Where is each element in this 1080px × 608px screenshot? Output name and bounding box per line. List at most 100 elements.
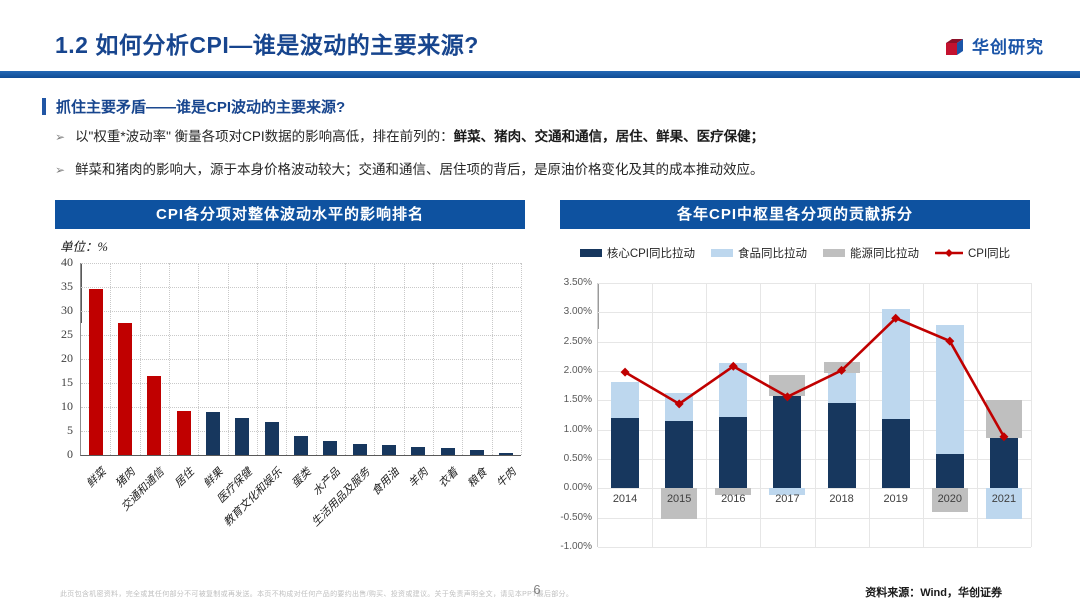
x-axis-tick	[81, 279, 82, 283]
left-chart-unit-label: 单位：%	[60, 240, 108, 254]
x-axis-tick	[598, 284, 599, 289]
grid-line	[814, 283, 816, 547]
legend-label: 食品同比拉动	[738, 248, 807, 260]
x-category-label: 2014	[612, 493, 638, 506]
grid-line	[598, 400, 1031, 402]
bar	[118, 323, 132, 455]
bar	[235, 417, 250, 455]
grid-line	[868, 283, 870, 547]
bar	[206, 411, 220, 455]
x-category-label-text: 羊肉	[406, 465, 431, 491]
grid-line	[760, 283, 762, 547]
x-category-label: 2021	[991, 493, 1017, 506]
x-axis-tick	[81, 267, 82, 271]
stack-segment-2	[931, 488, 968, 513]
stack-segment-1	[935, 325, 964, 455]
y-tick-label: 0.00%	[563, 482, 592, 494]
grid-line	[598, 429, 1031, 431]
x-axis-tick	[81, 283, 82, 287]
bar	[147, 375, 162, 455]
data-source-text: 资料来源：Wind，华创证券	[865, 587, 1002, 599]
x-axis-tick	[81, 287, 82, 291]
grid-line	[169, 263, 170, 455]
x-axis-tick	[81, 303, 82, 307]
x-axis-tick	[598, 289, 599, 294]
x-axis-tick	[598, 294, 599, 299]
x-axis-tick	[598, 314, 599, 319]
grid-line	[652, 283, 654, 547]
bar	[264, 421, 279, 455]
section-heading: 抓住主要矛盾——谁是CPI波动的主要来源?	[42, 96, 345, 117]
section-heading-text: 抓住主要矛盾——谁是CPI波动的主要来源?	[56, 99, 346, 116]
x-category-label: 居住	[0, 463, 197, 490]
x-category-label: 2018	[829, 493, 854, 506]
x-category-label: 衣着	[250, 463, 461, 490]
stack-segment-1	[611, 381, 640, 418]
bar	[411, 446, 426, 455]
legend-label: 核心CPI同比拉动	[606, 248, 695, 260]
grid-line	[598, 371, 1031, 372]
x-category-label: 粮食	[279, 463, 490, 490]
grid-line	[598, 341, 1031, 343]
x-axis-tick	[81, 311, 82, 315]
cube-logo-icon	[944, 35, 966, 57]
legend-line-swatch	[935, 248, 963, 258]
x-category-label-text: 居住	[171, 465, 197, 491]
page-title: 1.2 如何分析CPI—谁是波动的主要来源?	[55, 32, 479, 58]
x-category-label-text: 衣着	[435, 465, 461, 491]
grid-line	[433, 263, 434, 455]
grid-line	[81, 263, 521, 264]
x-axis-tick	[81, 319, 82, 323]
x-category-label-text: 粮食	[464, 465, 490, 491]
grid-line	[706, 283, 708, 547]
y-tick-label: 1.50%	[563, 394, 592, 406]
line-marker-diamond	[620, 367, 630, 377]
x-category-label: 猪肉	[0, 463, 138, 490]
y-tick-label: 5	[67, 423, 73, 437]
x-category-label: 医疗保健	[44, 463, 255, 505]
x-category-label: 教育文化和娱乐	[74, 463, 285, 529]
x-category-label: 鲜菜	[0, 463, 109, 490]
x-category-label-text: 鲜果	[200, 465, 226, 491]
x-category-label-text: 教育文化和娱乐	[220, 465, 285, 530]
x-category-label-text: 食用油	[369, 465, 402, 498]
x-category-label-text: 鲜菜	[83, 465, 109, 491]
x-category-label-text: 牛肉	[494, 465, 519, 491]
brand-logo-text: 华创研究	[972, 38, 1044, 57]
legend-item: CPI同比	[935, 245, 1010, 261]
y-tick-label: 0.50%	[563, 453, 592, 464]
x-category-label: 2015	[666, 493, 692, 506]
x-category-label: 水产品	[132, 463, 343, 498]
x-category-label-text: 医疗保健	[214, 465, 255, 506]
x-axis-tick	[598, 299, 599, 304]
grid-line	[462, 263, 464, 455]
stack-segment-1	[881, 309, 910, 420]
x-category-label: 2016	[721, 493, 746, 506]
x-category-label: 生活用品及服务	[162, 463, 373, 529]
grid-line	[598, 312, 1031, 314]
y-tick-label: 0	[67, 447, 73, 461]
y-tick-label: 35	[61, 279, 73, 293]
x-axis-tick	[598, 309, 599, 314]
x-category-label-text: 生活用品及服务	[308, 465, 373, 530]
x-axis-tick	[81, 263, 82, 267]
grid-line	[345, 263, 346, 455]
stack-segment-0	[935, 454, 964, 489]
right-chart-legend: 核心CPI同比拉动 食品同比拉动 能源同比拉动 CPI同比	[560, 245, 1030, 261]
x-category-label-text: 蛋类	[288, 465, 314, 491]
arrow-bullet-icon: ➢	[55, 130, 66, 144]
stack-segment-2	[661, 488, 698, 519]
y-tick-label: 10	[61, 399, 73, 413]
legend-item: 能源同比拉动	[823, 245, 919, 261]
x-axis-tick	[81, 295, 82, 299]
x-category-label: 羊肉	[220, 463, 431, 490]
grid-line	[598, 459, 1031, 460]
bar	[352, 443, 367, 455]
grid-line	[81, 359, 521, 360]
left-chart-plot-area: 0 5 10 15 20 25 30 35 40 鲜菜 猪肉 交通和通信 居住 鲜果 医疗保健 教育文化和娱乐…	[61, 255, 522, 529]
y-tick-label: 2.00%	[563, 365, 592, 376]
x-axis-tick	[81, 275, 82, 279]
x-axis-tick	[81, 271, 82, 275]
bullet-point: ➢ 鲜菜和猪肉的影响大，源于本身价格波动较大；交通和通信、居住项的背后，是原油价…	[55, 161, 764, 179]
x-category-label: 鲜果	[15, 463, 226, 490]
